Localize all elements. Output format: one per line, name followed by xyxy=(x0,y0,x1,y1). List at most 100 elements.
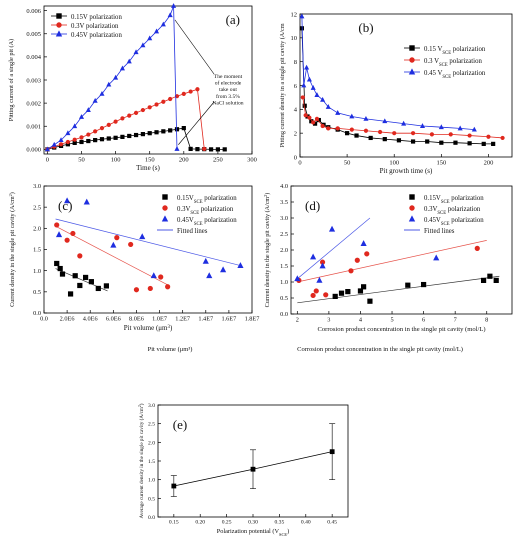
c-point-2-8 xyxy=(220,266,227,273)
a-y-tick-label: 0.000 xyxy=(26,147,41,154)
b-point-0-14 xyxy=(410,139,416,144)
c-point-2-6 xyxy=(202,257,209,264)
c-point-0-7 xyxy=(88,279,94,285)
a-point-2-12 xyxy=(126,58,132,64)
d-x-tick-label: 7 xyxy=(454,316,457,323)
b-point-1-3 xyxy=(311,120,316,125)
d-panel-label: (d) xyxy=(305,198,320,213)
a-point-1-8 xyxy=(99,126,105,131)
a-annotation-line: NaCl solution xyxy=(212,100,243,106)
a-annotation: The moment of electrode take out from 3.5% N… xyxy=(212,74,243,106)
e-x-tick-label: 0.45 xyxy=(327,520,337,526)
c-legend-label-1-part: SCE xyxy=(190,211,199,216)
c-point-2-1 xyxy=(64,197,71,204)
b-point-0-20 xyxy=(491,141,496,146)
c-legend-label-2-part: 0.45V xyxy=(177,217,194,224)
a-point-1-21 xyxy=(188,89,193,94)
a-y-tick-label: 0.006 xyxy=(26,8,41,15)
e-panel-label: (e) xyxy=(173,417,187,432)
c-x-tick-label: 1.0E7 xyxy=(152,315,167,322)
a-point-1-12 xyxy=(127,113,132,118)
d-x-axis-label: Corrosion product concentration in the s… xyxy=(317,326,485,333)
b-y-tick-label: 12 xyxy=(291,11,298,18)
c-fit-line-2 xyxy=(55,218,241,266)
a-point-0-19 xyxy=(174,127,180,132)
a-point-2-7 xyxy=(92,97,98,103)
a-legend-marker-1 xyxy=(56,22,62,28)
b-panel-label: (b) xyxy=(358,20,373,35)
d-legend-label-2: 0.45VSCE polarization xyxy=(424,217,484,227)
b-point-2-7 xyxy=(325,104,331,109)
d-legend-marker-1 xyxy=(409,205,415,211)
e-point-1 xyxy=(250,466,256,472)
c-point-0-4 xyxy=(72,273,78,279)
d-point-1-4 xyxy=(323,292,329,298)
d-y-tick-label: 4.0 xyxy=(280,183,288,190)
a-point-0-10 xyxy=(113,135,118,140)
a-annotation-arrow-2 xyxy=(178,101,215,145)
b-point-1-5 xyxy=(320,123,325,129)
c-panel-label: (c) xyxy=(58,198,72,213)
a-panel-label: (a) xyxy=(226,12,240,27)
b-y-tick-label: 10 xyxy=(291,35,298,42)
a-point-1-16 xyxy=(154,102,159,107)
d-point-1-8 xyxy=(474,245,480,251)
c-x-tick-label: 2.0E6 xyxy=(60,315,75,322)
d-x-tick-label: 8 xyxy=(485,316,488,323)
a-annotation-line: of electrode xyxy=(215,80,242,87)
b-x-tick-label: 200 xyxy=(484,160,494,167)
a-point-0-12 xyxy=(127,133,132,139)
b-legend-label-0-part: SCE xyxy=(442,51,451,56)
e-y-tick-label: 2.5 xyxy=(148,422,155,428)
b-point-1-14 xyxy=(448,132,453,137)
a-point-1-23 xyxy=(202,146,207,152)
a-point-0-20 xyxy=(181,126,186,131)
a-y-tick-label: 0.005 xyxy=(26,31,41,38)
d-point-0-0 xyxy=(332,293,338,300)
a-point-0-8 xyxy=(99,137,105,142)
d-x-tick-label: 4 xyxy=(359,316,363,323)
b-y-tick-label: 0 xyxy=(294,154,297,161)
d-y-axis-label-part: Current density in the single pit cavity… xyxy=(264,197,271,308)
e-x-axis-label: Polarization potential (VSCE) xyxy=(217,528,289,537)
c-legend-label-2-part: polarization xyxy=(203,217,238,224)
c-y-tick-label: 2.5 xyxy=(33,204,41,211)
d-legend-label-0-part: polarization xyxy=(450,195,485,202)
a-point-1-4 xyxy=(72,137,77,142)
a-point-1-2 xyxy=(58,142,64,147)
a-point-1-7 xyxy=(93,129,98,134)
a-annotation-arrow xyxy=(174,19,215,75)
e-point-0 xyxy=(171,483,177,489)
a-point-0-24 xyxy=(208,147,214,152)
c-x-tick-label: 1.6E7 xyxy=(221,315,236,322)
a-legend-label-2-part: 0.45V polarization xyxy=(71,32,122,39)
a-point-2-8 xyxy=(99,90,105,96)
d-point-0-7 xyxy=(420,281,427,288)
b-x-tick-label: 150 xyxy=(436,160,446,167)
a-point-1-10 xyxy=(113,119,118,124)
a-x-tick-label: 0 xyxy=(46,157,49,164)
d-point-0-3 xyxy=(357,288,364,294)
cut-caption-d: Corrosion product concentration in the s… xyxy=(297,346,463,353)
a-point-2-15 xyxy=(147,35,153,41)
b-point-0-15 xyxy=(425,139,430,144)
e-x-tick-label: 0.25 xyxy=(222,520,232,526)
d-point-1-5 xyxy=(348,268,354,274)
a-point-1-9 xyxy=(106,122,111,127)
a-point-1-15 xyxy=(147,105,152,110)
panel-d: 2 3 4 5 6 7 8 0.0 0.5 1.0 1.5 2.0 2.5 3.0 3.5 4.0 (d) 0.1… xyxy=(263,183,513,333)
b-legend-label-2-part: SCE xyxy=(442,75,451,80)
a-point-1-11 xyxy=(120,116,125,121)
b-point-1-9 xyxy=(363,128,369,133)
b-point-2-16 xyxy=(471,126,477,132)
b-point-2-1 xyxy=(301,82,307,88)
c-y-axis-label: Current density in the single pit cavity… xyxy=(8,192,17,307)
c-point-1-1 xyxy=(64,237,70,243)
a-point-2-19 xyxy=(171,3,177,8)
cut-caption-c: Pit volume (μm³) xyxy=(148,346,193,353)
d-legend-label-1-part: polarization xyxy=(446,206,481,213)
a-point-1-3 xyxy=(65,139,70,145)
a-x-tick-label: 50 xyxy=(78,157,85,164)
b-point-1-7 xyxy=(335,126,340,131)
a-point-0-17 xyxy=(161,129,166,134)
